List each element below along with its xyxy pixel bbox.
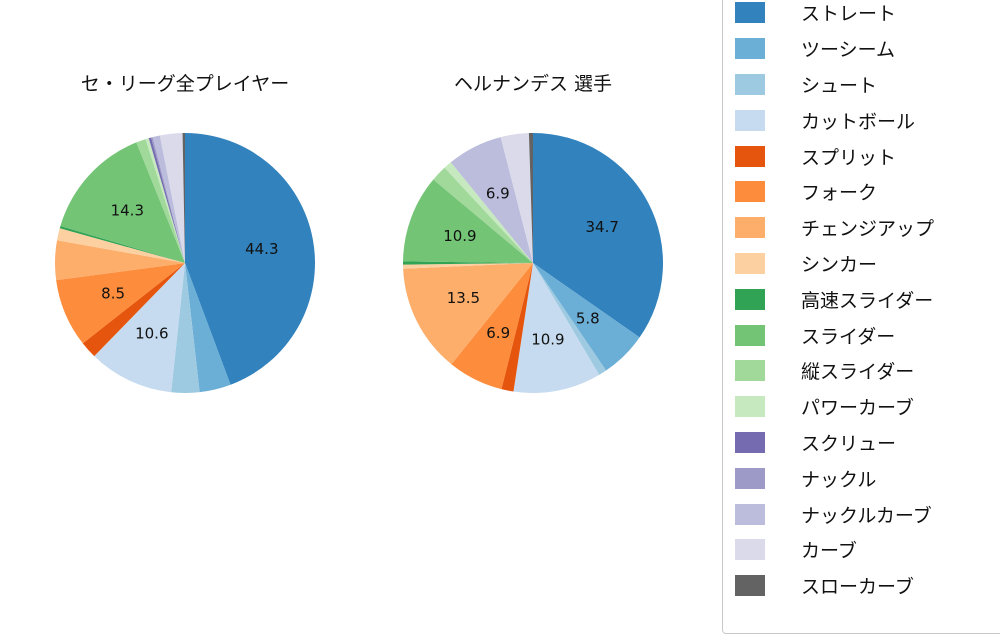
legend-swatch	[735, 252, 765, 274]
legend-label: カットボール	[801, 110, 916, 133]
legend-label: ナックルカーブ	[801, 504, 932, 527]
legend-swatch	[735, 324, 765, 346]
pie-slice-label: 44.3	[245, 240, 278, 258]
left-pie-title: セ・リーグ全プレイヤー	[80, 73, 290, 95]
legend-swatch	[735, 38, 765, 60]
pie-slice-label: 6.9	[486, 324, 510, 342]
legend-swatch	[735, 181, 765, 203]
left-pie-chart: 44.3 10.6 8.5 14.3	[55, 132, 315, 394]
pie-slice	[528, 132, 533, 263]
legend-label: カーブ	[801, 540, 857, 563]
legend-item: フォーク	[735, 174, 1000, 210]
legend-swatch	[735, 467, 765, 489]
right-pie-chart: 34.7 5.8 10.9 6.9 13.5 10.9 6.9	[402, 132, 663, 393]
pie-slice	[185, 133, 315, 385]
pie-slice	[513, 263, 600, 393]
legend-label: パワーカーブ	[801, 397, 914, 420]
pie-slice	[402, 261, 533, 265]
pie-slice	[451, 263, 533, 390]
legend-swatch	[735, 360, 765, 382]
legend-swatch	[735, 145, 765, 167]
legend-label: シュート	[801, 74, 878, 97]
legend-item: ツーシーム	[735, 31, 1000, 67]
pie-slice	[182, 132, 185, 263]
legend-item: ナックルカーブ	[735, 496, 1000, 532]
legend-swatch	[735, 73, 765, 95]
pie-slice	[60, 142, 185, 263]
legend-label: スローカーブ	[801, 576, 914, 599]
pie-slice-label: 10.6	[135, 325, 168, 343]
legend-item: ナックル	[735, 460, 1000, 496]
legend-label: スクリュー	[801, 432, 897, 455]
pie-slice	[148, 137, 185, 263]
pie-slice-label: 10.9	[531, 331, 564, 349]
pie-slice-label: 5.8	[576, 310, 600, 328]
legend-item: カットボール	[735, 102, 1000, 138]
right-pie-title: ヘルナンデス 選手	[453, 73, 613, 95]
pie-slice	[533, 263, 607, 375]
pie-slice-label: 13.5	[447, 289, 480, 307]
pie-slice	[82, 263, 185, 357]
pie-slice	[444, 162, 533, 263]
legend-item: パワーカーブ	[735, 389, 1000, 425]
legend-label: ナックル	[801, 468, 877, 491]
legend-label: シンカー	[801, 253, 878, 276]
legend-swatch	[735, 109, 765, 131]
pie-slice-label: 34.7	[585, 218, 618, 236]
legend-item: スライダー	[735, 317, 1000, 353]
legend-swatch	[735, 539, 765, 561]
legend-swatch	[735, 431, 765, 453]
legend-swatch	[735, 217, 765, 239]
legend-item: シンカー	[735, 246, 1000, 282]
legend-swatch	[735, 503, 765, 525]
pie-slice	[450, 137, 533, 263]
legend-item: 高速スライダー	[735, 281, 1000, 317]
pie-slice	[533, 133, 663, 338]
pie-slice	[500, 133, 533, 263]
pie-slice-label: 6.9	[486, 184, 510, 202]
pie-slice	[185, 263, 231, 393]
legend-swatch	[735, 575, 765, 597]
legend-item: チェンジアップ	[735, 210, 1000, 246]
legend-item: スクリュー	[735, 425, 1000, 461]
pie-slice	[403, 263, 533, 365]
legend-swatch	[735, 396, 765, 418]
legend-item: ストレート	[735, 0, 1000, 31]
pie-slice	[533, 263, 640, 371]
pie-slice-label: 14.3	[111, 202, 144, 220]
legend-swatch	[735, 288, 765, 310]
pie-slice-label: 8.5	[101, 284, 125, 302]
pie-slice	[59, 225, 185, 263]
pie-slice	[152, 135, 185, 263]
legend-label: ストレート	[801, 3, 897, 26]
pie-slice	[94, 263, 185, 393]
legend-item: カーブ	[735, 532, 1000, 568]
legend-item: スプリット	[735, 138, 1000, 174]
pie-slice	[57, 228, 186, 263]
legend-item: シュート	[735, 67, 1000, 103]
pie-slice	[403, 179, 533, 263]
pie-slice	[403, 263, 533, 269]
pie-slice	[145, 138, 185, 263]
pie-slice-label: 10.9	[443, 227, 476, 245]
legend-swatch	[735, 2, 765, 24]
pie-slice	[151, 137, 185, 263]
legend-item: スローカーブ	[735, 568, 1000, 604]
pie-slice	[55, 240, 185, 281]
legend-label: チェンジアップ	[801, 218, 935, 241]
legend-label: 縦スライダー	[801, 361, 915, 384]
legend-label: 高速スライダー	[801, 289, 934, 312]
pie-slice	[171, 263, 200, 394]
pie-slice	[433, 167, 533, 263]
legend-label: スライダー	[801, 325, 896, 348]
pitch-type-legend: ストレートツーシームシュートカットボール スプリットフォークチェンジアップ シンカー…	[722, 0, 1000, 634]
legend-item: 縦スライダー	[735, 353, 1000, 389]
pie-slice	[159, 133, 185, 263]
legend-label: スプリット	[801, 146, 897, 169]
pie-slice	[56, 263, 185, 344]
pie-slice	[501, 263, 533, 392]
legend-label: フォーク	[801, 182, 878, 205]
legend-label: ツーシーム	[801, 39, 896, 62]
pie-slice	[136, 139, 185, 263]
